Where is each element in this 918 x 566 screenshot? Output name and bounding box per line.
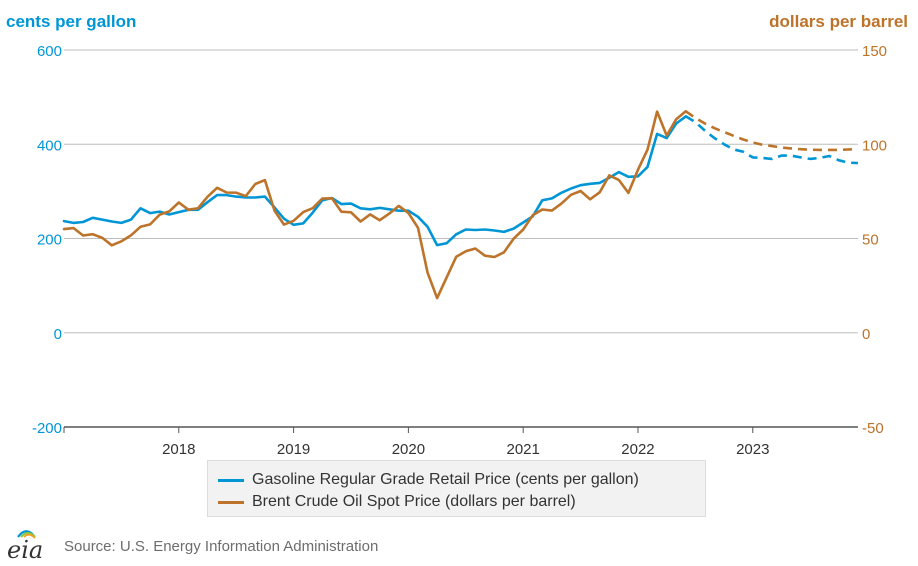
x-tick-label: 2021 [506, 441, 539, 458]
left-tick-label: 200 [37, 232, 62, 249]
legend-label-brent: Brent Crude Oil Spot Price (dollars per … [252, 493, 576, 510]
series [62, 110, 859, 300]
axis-ticks: -200 0 200 400 600 -50 0 50 100 150 2018 2019 2020 20… [32, 43, 887, 458]
right-tick-label: 50 [862, 232, 879, 249]
gridlines [63, 49, 858, 433]
left-tick-label: 600 [37, 43, 62, 60]
brent-forecast-line [685, 110, 859, 152]
eia-logo-text: eia [7, 536, 43, 564]
right-axis-label: dollars per barrel [769, 12, 908, 31]
x-tick-label: 2023 [736, 441, 769, 458]
source-note: Source: U.S. Energy Information Administ… [64, 538, 379, 555]
left-tick-label: 400 [37, 137, 62, 154]
left-tick-label: 0 [54, 326, 62, 343]
left-tick-label: -200 [32, 420, 62, 437]
right-tick-label: 0 [862, 326, 870, 343]
legend-swatch-brent [218, 500, 244, 504]
gasoline-forecast-line [685, 115, 859, 165]
x-tick-label: 2022 [621, 441, 654, 458]
x-tick-label: 2019 [277, 441, 310, 458]
legend-item-brent: Brent Crude Oil Spot Price (dollars per … [218, 491, 576, 513]
eia-logo: eia [7, 530, 43, 564]
left-axis-label: cents per gallon [6, 12, 137, 31]
legend-item-gasoline: Gasoline Regular Grade Retail Price (cen… [218, 469, 639, 491]
x-tick-label: 2020 [392, 441, 425, 458]
legend-swatch-gasoline [218, 478, 244, 482]
legend-label-gasoline: Gasoline Regular Grade Retail Price (cen… [252, 471, 639, 488]
gasoline-historical-line [62, 115, 688, 247]
x-tick-label: 2018 [162, 441, 195, 458]
right-tick-label: -50 [862, 420, 884, 437]
brent-historical-line [62, 110, 688, 300]
legend: Gasoline Regular Grade Retail Price (cen… [207, 460, 706, 517]
right-tick-label: 100 [862, 137, 887, 154]
right-tick-label: 150 [862, 43, 887, 60]
